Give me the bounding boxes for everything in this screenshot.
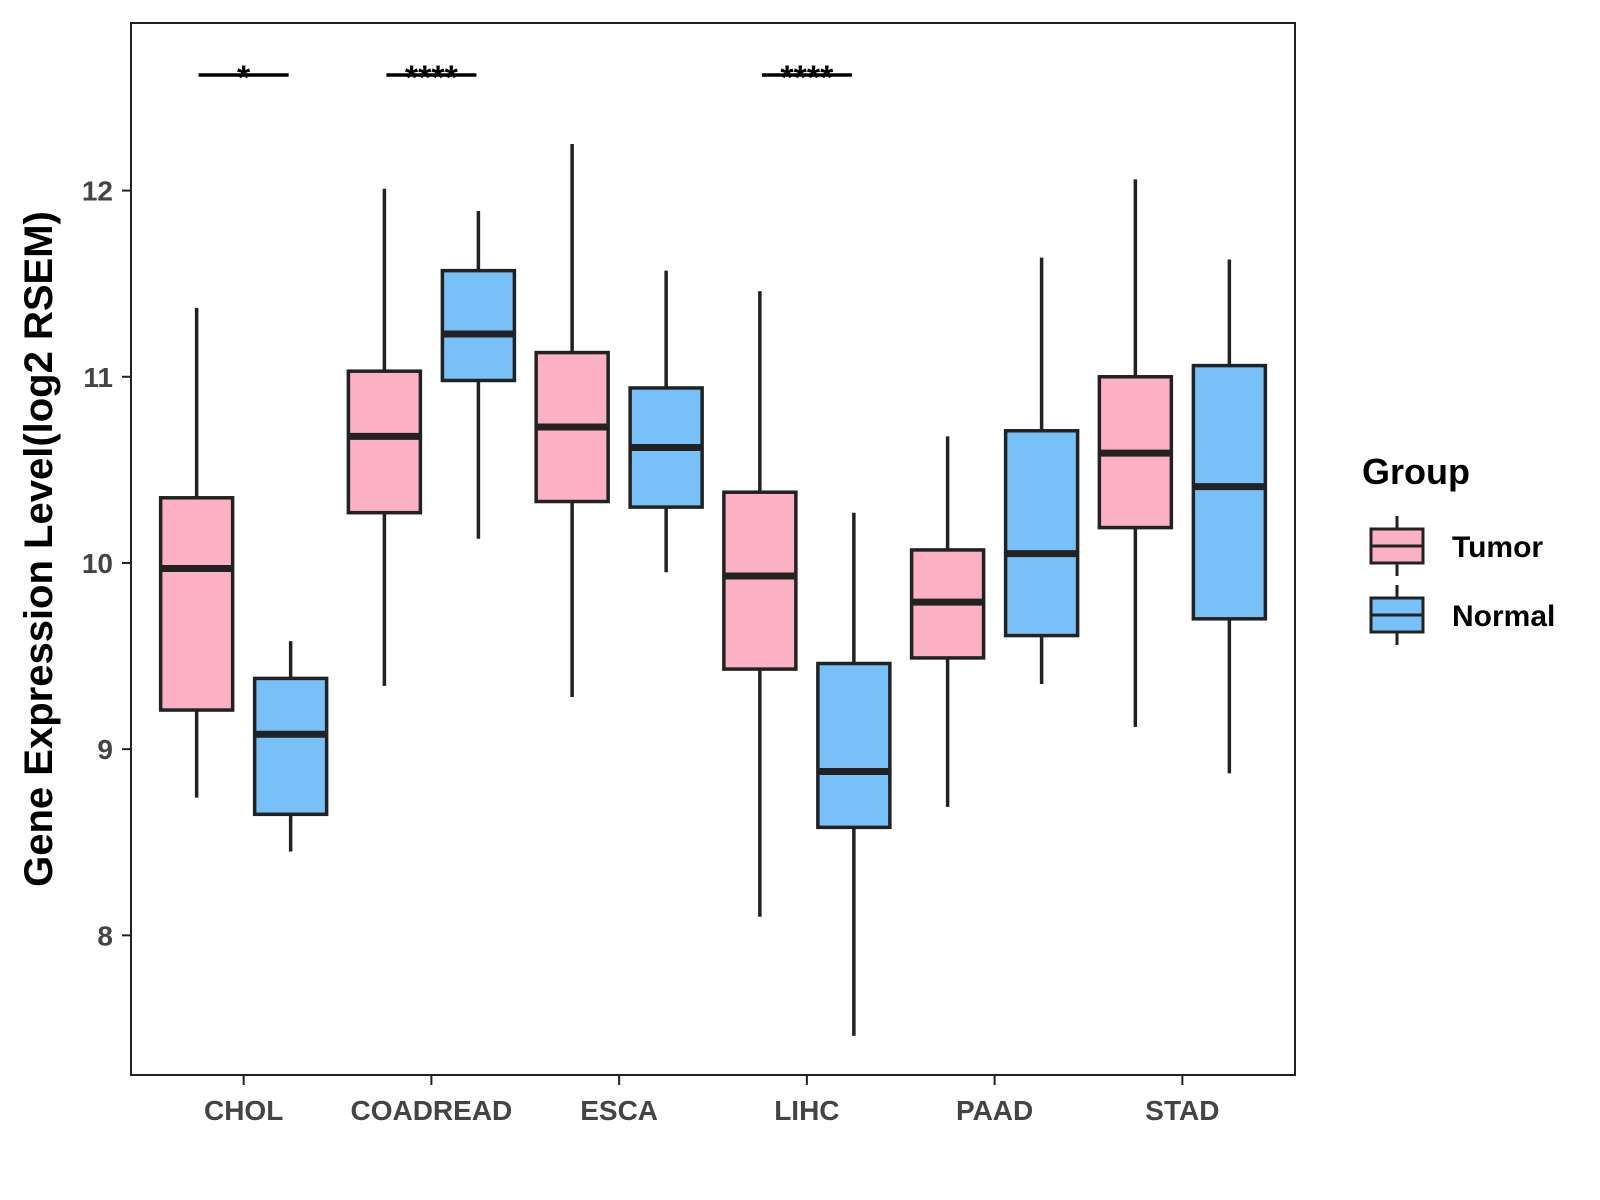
legend-title: Group — [1362, 451, 1470, 492]
y-axis-title: Gene Expression Level(log2 RSEM) — [17, 211, 61, 887]
box-body — [346, 369, 423, 515]
box-body — [1191, 363, 1268, 621]
box-tumor-lihc — [722, 291, 798, 917]
box-tumor-stad — [1097, 179, 1174, 727]
box-normal-paad — [1003, 257, 1080, 684]
box-body — [158, 496, 235, 712]
box-normal-stad — [1191, 259, 1268, 774]
y-axis: 8 9 10 11 12 — [82, 176, 131, 951]
box-body — [252, 676, 329, 817]
legend-key-tumor — [1369, 516, 1425, 576]
y-tick-label: 10 — [82, 548, 113, 579]
significance-label: **** — [405, 59, 459, 97]
legend-key-normal — [1369, 585, 1425, 645]
box-body — [722, 490, 798, 671]
box-body — [1003, 429, 1080, 638]
legend: Group Tumor Normal — [1362, 451, 1555, 645]
box-tumor-paad — [909, 436, 986, 807]
box-normal-chol — [252, 641, 329, 852]
significance-label: * — [237, 59, 251, 97]
box-body — [816, 661, 892, 830]
box-tumor-chol — [158, 307, 235, 798]
box-tumor-esca — [534, 144, 610, 698]
box-normal-esca — [628, 270, 704, 573]
plot-panel — [130, 22, 1296, 1076]
x-tick-label: CHOL — [204, 1095, 283, 1126]
legend-label: Tumor — [1452, 531, 1543, 564]
x-tick-label: LIHC — [774, 1095, 839, 1126]
x-tick-label: COADREAD — [350, 1095, 512, 1126]
box-normal-lihc — [816, 512, 892, 1036]
box-body — [440, 268, 517, 383]
significance-label: **** — [780, 59, 834, 97]
x-tick-label: ESCA — [580, 1095, 658, 1126]
y-tick-label: 9 — [97, 734, 113, 765]
box-normal-coadread — [440, 211, 517, 539]
plot-marks — [158, 144, 1268, 1036]
y-tick-label: 12 — [82, 176, 113, 207]
x-axis: CHOL COADREAD ESCA LIHC PAAD STAD — [204, 1075, 1219, 1126]
box-tumor-coadread — [346, 188, 423, 686]
x-tick-label: PAAD — [956, 1095, 1033, 1126]
legend-label: Normal — [1452, 600, 1555, 633]
y-tick-label: 8 — [97, 920, 113, 951]
y-tick-label: 11 — [83, 362, 113, 393]
significance-annotations: * **** **** — [198, 59, 852, 97]
x-tick-label: STAD — [1145, 1095, 1219, 1126]
